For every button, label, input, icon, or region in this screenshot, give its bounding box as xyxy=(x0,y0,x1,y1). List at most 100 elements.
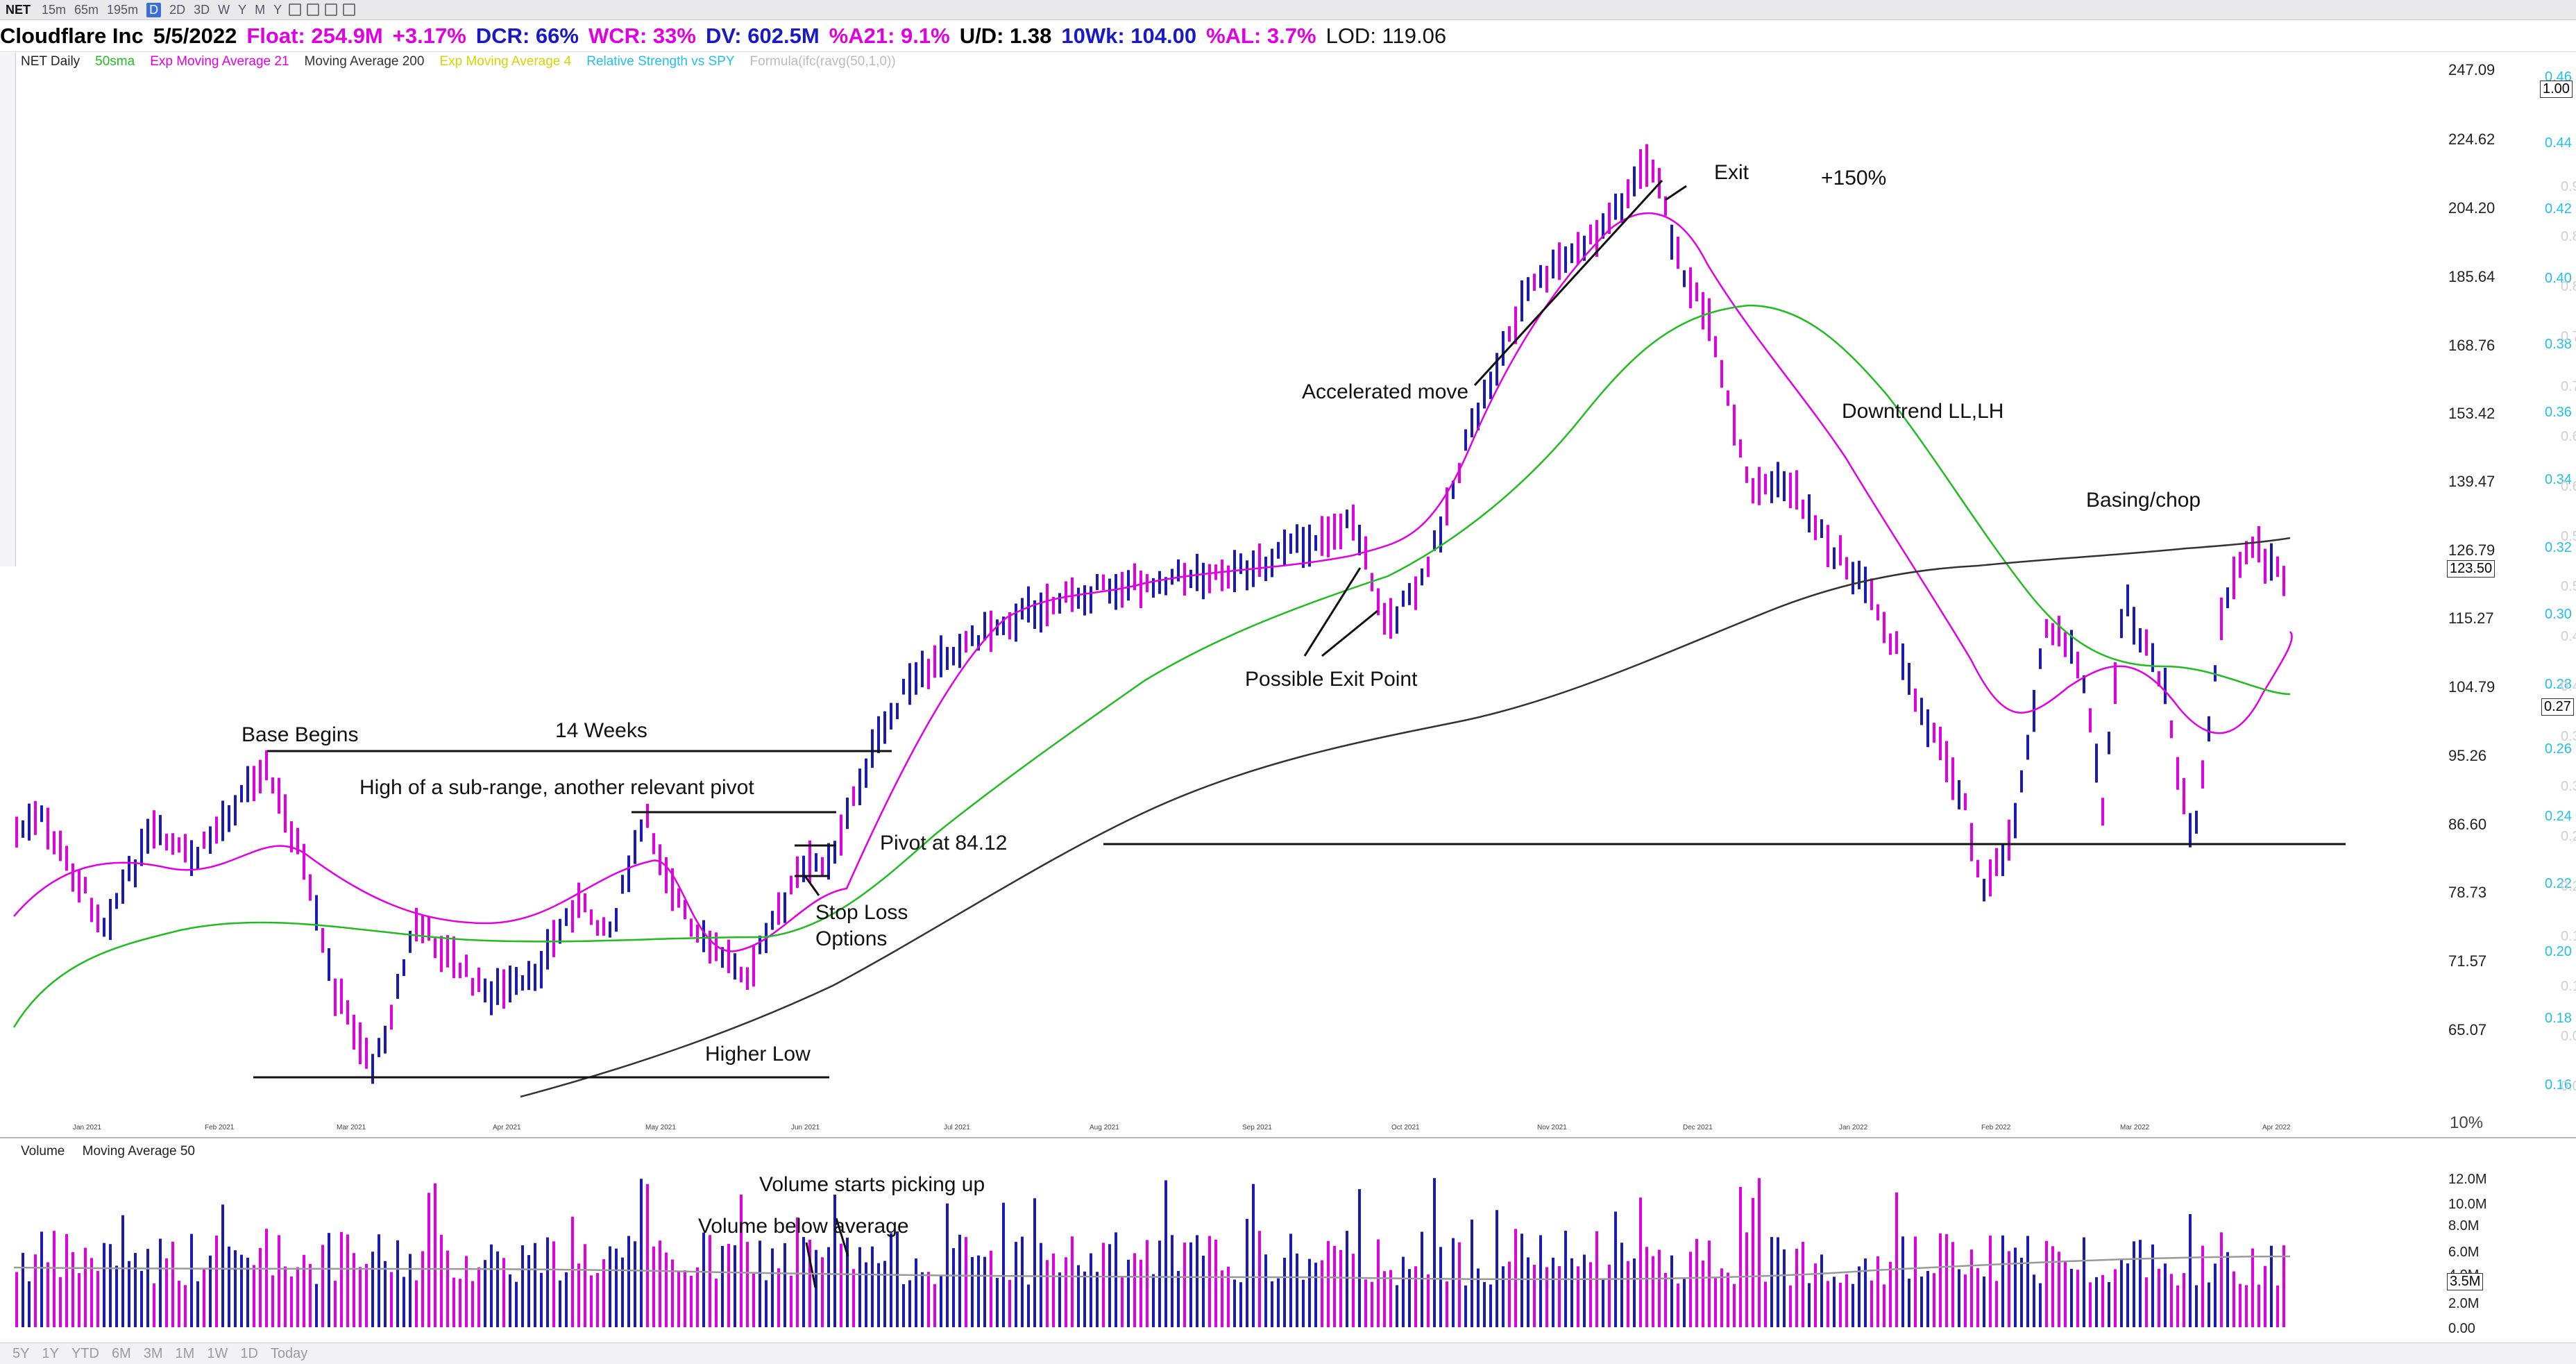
rs-tick: 0.32 xyxy=(2545,540,2572,555)
volume-bar xyxy=(434,1183,437,1327)
volume-bar xyxy=(765,1280,768,1327)
faded-tick: 0.75 xyxy=(2561,329,2576,344)
faded-tick: 0.70 xyxy=(2561,379,2576,394)
volume-bar xyxy=(2220,1232,2223,1327)
month-label: Jan 2021 xyxy=(73,1124,102,1131)
volume-bar xyxy=(1739,1186,1742,1327)
volume-bar xyxy=(1308,1258,1311,1327)
volume-bar xyxy=(752,1274,755,1327)
range-5y[interactable]: 5Y xyxy=(12,1345,30,1361)
volume-bar xyxy=(452,1277,455,1327)
volume-bar xyxy=(1364,1279,1367,1327)
month-label: Mar 2022 xyxy=(2120,1124,2150,1131)
month-label: May 2021 xyxy=(645,1124,676,1131)
volume-bar xyxy=(2201,1245,2204,1327)
legend-item[interactable]: NET Daily xyxy=(21,54,80,69)
pencil-icon[interactable] xyxy=(325,3,338,16)
volume-bar xyxy=(1870,1280,1873,1327)
volume-legend-label[interactable]: Volume xyxy=(21,1144,65,1159)
al-value: %AL: 3.7% xyxy=(1206,24,1316,48)
legend-item[interactable]: Exp Moving Average 4 xyxy=(439,54,572,69)
volume-ma-legend-label[interactable]: Moving Average 50 xyxy=(82,1144,195,1159)
pane-divider[interactable] xyxy=(0,1137,2576,1138)
symbol-label[interactable]: NET xyxy=(6,2,31,17)
legend-item[interactable]: Formula(ifc(ravg(50,1,0)) xyxy=(749,54,896,69)
volume-bar xyxy=(46,1262,49,1327)
faded-tick: 0.00 xyxy=(2561,1079,2576,1094)
volume-bar xyxy=(90,1258,93,1327)
timeframe-2d[interactable]: 2D xyxy=(169,2,186,17)
ud-value: U/D: 1.38 xyxy=(959,24,1052,48)
volume-bar xyxy=(1065,1257,1067,1327)
timeframe-195m[interactable]: 195m xyxy=(107,2,139,17)
volume-bar xyxy=(1908,1279,1910,1327)
range-today[interactable]: Today xyxy=(270,1345,308,1361)
volume-bar xyxy=(2214,1263,2217,1327)
volume-bar xyxy=(2126,1263,2129,1327)
timeframe-3d[interactable]: 3D xyxy=(194,2,210,17)
volume-bar xyxy=(1002,1202,1005,1327)
range-1m[interactable]: 1M xyxy=(175,1345,195,1361)
timeframe-65m[interactable]: 65m xyxy=(74,2,99,17)
volume-bar xyxy=(1645,1247,1648,1327)
volume-bar xyxy=(746,1242,749,1327)
draw-tool-icon[interactable] xyxy=(289,3,302,16)
legend-item[interactable]: Moving Average 200 xyxy=(304,54,425,69)
volume-bar xyxy=(1783,1249,1786,1327)
volume-bar xyxy=(2051,1246,2054,1327)
legend-item[interactable]: 50sma xyxy=(95,54,135,69)
volume-bar xyxy=(1383,1271,1386,1327)
volume-bar xyxy=(677,1271,680,1327)
timeframe-monthly[interactable]: M xyxy=(255,2,266,17)
timeframe-daily[interactable]: D xyxy=(146,2,162,17)
volume-bar xyxy=(2276,1285,2279,1327)
volume-bar xyxy=(740,1195,743,1327)
volume-bar xyxy=(1814,1263,1817,1327)
volume-bar xyxy=(2189,1214,2192,1327)
volume-bar xyxy=(315,1283,318,1327)
timeframe-y2[interactable]: Y xyxy=(273,2,282,17)
range-1y[interactable]: 1Y xyxy=(42,1345,59,1361)
volume-bar xyxy=(908,1280,911,1327)
month-label: Oct 2021 xyxy=(1391,1124,1420,1131)
volume-bar xyxy=(1246,1218,1248,1327)
volume-bar xyxy=(1727,1272,1729,1327)
layout-icon[interactable] xyxy=(307,3,320,16)
volume-tick: 8.0M xyxy=(2448,1218,2480,1234)
legend-item[interactable]: Relative Strength vs SPY xyxy=(586,54,735,69)
range-3m[interactable]: 3M xyxy=(143,1345,163,1361)
volume-bar xyxy=(790,1275,793,1327)
volume-bar xyxy=(1083,1271,1086,1327)
volume-bar xyxy=(1539,1235,1542,1327)
range-1w[interactable]: 1W xyxy=(207,1345,228,1361)
volume-bar xyxy=(2257,1284,2260,1327)
volume-bar xyxy=(384,1261,387,1327)
annotation-options: Options xyxy=(815,927,888,950)
legend-item[interactable]: Exp Moving Average 21 xyxy=(150,54,289,69)
settings-icon[interactable] xyxy=(343,3,356,16)
volume-bar xyxy=(1321,1260,1323,1327)
range-ytd[interactable]: YTD xyxy=(71,1345,99,1361)
volume-bar xyxy=(1458,1242,1461,1327)
volume-bar xyxy=(2039,1283,2042,1327)
volume-bar xyxy=(1402,1256,1405,1327)
volume-bar xyxy=(1146,1240,1149,1327)
company-name: Cloudflare Inc xyxy=(0,24,144,48)
faded-tick: 0.35 xyxy=(2561,729,2576,744)
volume-bar xyxy=(659,1240,661,1327)
volume-bar xyxy=(559,1280,561,1327)
volume-bar xyxy=(1558,1265,1561,1327)
left-tool-strip[interactable] xyxy=(0,53,16,566)
timeframe-weekly[interactable]: W xyxy=(218,2,230,17)
volume-bar xyxy=(490,1244,493,1327)
range-6m[interactable]: 6M xyxy=(111,1345,131,1361)
float-value: Float: 254.9M xyxy=(246,24,383,48)
volume-bar xyxy=(1358,1189,1361,1327)
range-1d[interactable]: 1D xyxy=(240,1345,258,1361)
faded-tick: 0.10 xyxy=(2561,979,2576,994)
timeframe-y1[interactable]: Y xyxy=(238,2,247,17)
volume-bar xyxy=(203,1268,205,1327)
volume-bars xyxy=(15,1178,2285,1327)
timeframe-15m[interactable]: 15m xyxy=(42,2,67,17)
